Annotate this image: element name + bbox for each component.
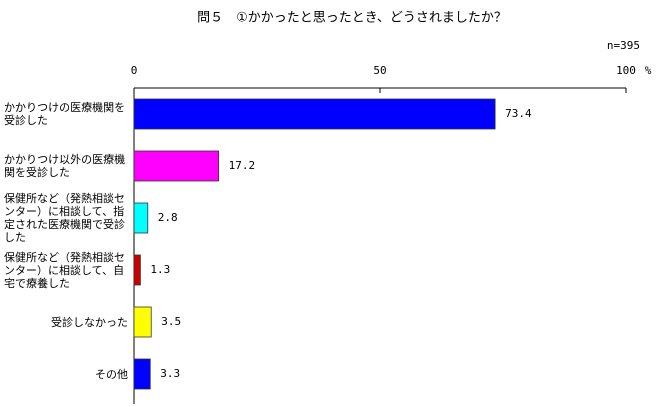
category-label: 受診しなかった [51,315,128,329]
value-label: 1.3 [150,263,170,276]
category-label-box: 受診しなかった [4,296,128,348]
value-label: 3.3 [160,367,180,380]
category-label: その他 [95,367,128,381]
bar [133,254,141,286]
value-label: 73.4 [505,107,532,120]
bar [133,98,496,130]
category-label-box: 保健所など（発熱相談センター）に相談して、指定された医療機関で受診した [4,192,128,244]
category-label-box: 保健所など（発熱相談センター）に相談して、自宅で療養した [4,244,128,296]
value-label: 3.5 [161,315,181,328]
x-tick-label: 100 [616,64,636,77]
bar [133,358,151,390]
bar [133,306,152,338]
category-label: かかりつけ以外の医療機関を受診した [4,153,126,179]
category-label-box: その他 [4,348,128,400]
category-label: 保健所など（発熱相談センター）に相談して、指定された医療機関で受診した [4,192,125,244]
value-label: 17.2 [229,159,256,172]
category-label-box: かかりつけの医療機関を受診した [4,88,128,140]
value-label: 2.8 [158,211,178,224]
category-label: 保健所など（発熱相談センター）に相談して、自宅で療養した [4,250,125,290]
x-tick-label: 50 [373,64,386,77]
x-tick-label: 0 [131,64,138,77]
bar [133,150,220,182]
category-label-box: かかりつけ以外の医療機関を受診した [4,140,128,192]
category-label: かかりつけの医療機関を受診した [4,101,126,127]
axis-unit: % [645,64,652,77]
bar [133,202,149,234]
sample-size: n=395 [607,39,640,52]
chart-title: 問５ ①かかったと思ったとき、どうされましたか？ [197,11,507,26]
